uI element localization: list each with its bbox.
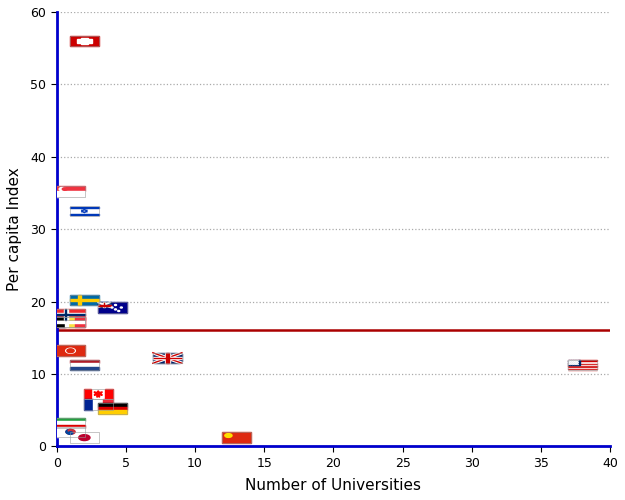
Bar xyxy=(98,302,127,312)
Circle shape xyxy=(66,430,75,434)
Bar xyxy=(56,426,85,437)
Bar xyxy=(65,310,66,320)
Bar xyxy=(568,365,597,366)
Bar xyxy=(56,346,85,356)
Bar xyxy=(56,418,85,422)
Bar xyxy=(568,368,597,369)
Bar xyxy=(70,36,99,46)
Bar xyxy=(84,399,112,409)
Bar xyxy=(56,418,85,428)
Bar xyxy=(56,346,85,356)
Bar xyxy=(70,432,99,443)
Bar xyxy=(70,36,99,46)
Bar xyxy=(568,364,597,365)
Bar xyxy=(56,192,85,196)
Bar xyxy=(103,399,112,409)
Bar xyxy=(568,360,597,370)
Bar xyxy=(66,316,76,327)
Bar xyxy=(70,206,99,216)
Bar xyxy=(84,389,112,400)
Bar xyxy=(98,410,127,414)
Bar xyxy=(64,310,68,320)
Bar xyxy=(56,310,85,320)
Bar xyxy=(70,360,99,370)
Bar xyxy=(56,316,85,327)
Bar xyxy=(165,352,170,363)
Bar xyxy=(70,207,99,208)
Bar xyxy=(153,352,182,363)
Circle shape xyxy=(111,307,113,308)
Bar xyxy=(70,432,99,443)
Bar xyxy=(56,316,66,327)
Bar xyxy=(56,314,85,315)
Bar xyxy=(166,352,169,363)
Bar xyxy=(568,363,597,364)
Bar xyxy=(78,295,81,306)
Bar xyxy=(84,389,112,400)
Bar xyxy=(56,425,85,428)
Bar xyxy=(76,316,85,327)
Bar xyxy=(65,316,68,327)
Bar xyxy=(568,360,597,361)
Circle shape xyxy=(114,304,116,306)
Circle shape xyxy=(62,188,67,190)
Circle shape xyxy=(67,349,74,352)
Bar xyxy=(568,360,579,365)
Bar xyxy=(98,404,127,407)
Polygon shape xyxy=(94,391,102,398)
Bar xyxy=(98,404,127,414)
Bar xyxy=(222,432,251,443)
Circle shape xyxy=(225,434,232,438)
Bar xyxy=(56,316,85,327)
Bar xyxy=(56,316,85,327)
Bar xyxy=(70,364,99,367)
Circle shape xyxy=(68,430,73,432)
Bar xyxy=(81,38,88,44)
Bar xyxy=(93,399,103,409)
Circle shape xyxy=(121,307,122,308)
Bar xyxy=(77,39,92,42)
Bar xyxy=(84,389,91,400)
Circle shape xyxy=(79,434,90,440)
Bar xyxy=(103,302,105,308)
Circle shape xyxy=(59,188,66,190)
Bar xyxy=(568,362,597,363)
Circle shape xyxy=(66,348,76,354)
Bar xyxy=(56,186,85,192)
Bar xyxy=(56,426,85,437)
Bar xyxy=(70,295,99,306)
Bar xyxy=(56,310,85,320)
Bar xyxy=(222,432,251,443)
Bar xyxy=(98,305,111,306)
Circle shape xyxy=(118,310,120,312)
Wedge shape xyxy=(66,430,71,434)
Bar xyxy=(568,366,597,367)
Bar xyxy=(70,299,99,301)
Bar xyxy=(56,422,85,425)
Bar xyxy=(70,360,99,364)
X-axis label: Number of Universities: Number of Universities xyxy=(246,478,421,493)
Circle shape xyxy=(68,432,73,434)
Bar xyxy=(70,206,99,216)
Bar xyxy=(98,302,127,312)
Bar xyxy=(84,399,93,409)
Circle shape xyxy=(114,309,116,310)
Bar xyxy=(70,295,99,306)
Bar xyxy=(568,361,597,362)
Bar xyxy=(568,369,597,370)
Y-axis label: Per capita Index: Per capita Index xyxy=(7,167,22,291)
Bar xyxy=(56,320,85,322)
Bar xyxy=(56,186,85,196)
Bar xyxy=(568,367,597,368)
Bar xyxy=(106,389,112,400)
Bar xyxy=(98,302,111,308)
Bar xyxy=(56,314,85,316)
Bar xyxy=(70,367,99,370)
Bar xyxy=(98,407,127,410)
Bar xyxy=(153,357,182,359)
Bar xyxy=(70,214,99,215)
Bar xyxy=(153,352,182,363)
